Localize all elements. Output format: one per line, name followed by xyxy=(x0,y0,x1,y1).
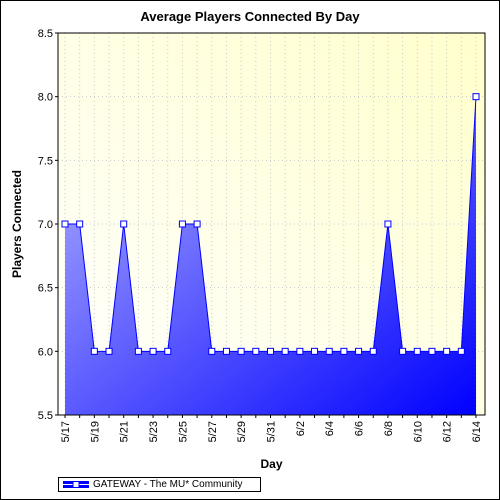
data-point xyxy=(134,347,142,355)
legend-swatch-marker xyxy=(72,481,80,488)
x-tick-label: 5/21 xyxy=(119,421,131,442)
y-tick-label: 6.5 xyxy=(38,283,53,295)
y-tick-label: 6.0 xyxy=(38,346,53,358)
data-point xyxy=(384,220,392,228)
data-point xyxy=(76,220,84,228)
data-point xyxy=(340,347,348,355)
y-tick-label: 5.5 xyxy=(38,410,53,422)
data-point xyxy=(208,347,216,355)
data-point xyxy=(90,347,98,355)
data-point xyxy=(222,347,230,355)
data-point xyxy=(355,347,363,355)
x-tick-label: 6/12 xyxy=(442,421,454,442)
legend-label: GATEWAY - The MU* Community xyxy=(93,479,243,490)
data-point xyxy=(472,93,480,101)
y-tick-label: 8.0 xyxy=(38,92,53,104)
x-tick-label: 5/31 xyxy=(266,421,278,442)
x-tick-label: 6/10 xyxy=(412,421,424,442)
data-point xyxy=(120,220,128,228)
data-point xyxy=(281,347,289,355)
data-point xyxy=(325,347,333,355)
data-point xyxy=(252,347,260,355)
data-point xyxy=(296,347,304,355)
data-point xyxy=(193,220,201,228)
data-point xyxy=(311,347,319,355)
y-tick-label: 8.5 xyxy=(38,28,53,40)
x-tick-label: 5/25 xyxy=(177,421,189,442)
y-tick-label: 7.5 xyxy=(38,155,53,167)
x-tick-label: 6/2 xyxy=(295,421,307,436)
data-point xyxy=(149,347,157,355)
data-point xyxy=(267,347,274,355)
data-point xyxy=(369,347,377,355)
x-axis-label: Day xyxy=(260,457,283,471)
y-tick-label: 7.0 xyxy=(38,219,53,231)
data-point xyxy=(413,347,421,355)
data-point xyxy=(178,220,186,228)
x-tick-label: 6/4 xyxy=(324,421,336,436)
chart-title: Average Players Connected By Day xyxy=(140,9,360,24)
data-point xyxy=(443,347,451,355)
data-point xyxy=(428,347,436,355)
x-tick-label: 5/23 xyxy=(148,421,160,442)
data-point xyxy=(237,347,245,355)
x-tick-label: 5/27 xyxy=(207,421,219,442)
x-tick-label: 5/17 xyxy=(60,421,72,442)
data-point xyxy=(399,347,407,355)
legend: GATEWAY - The MU* Community xyxy=(58,477,261,492)
data-point xyxy=(457,347,465,355)
x-tick-label: 5/29 xyxy=(236,421,248,442)
data-point xyxy=(61,220,69,228)
x-tick-label: 6/8 xyxy=(383,421,395,436)
data-point xyxy=(164,347,172,355)
x-tick-label: 6/6 xyxy=(354,421,366,436)
x-tick-label: 6/14 xyxy=(471,421,483,442)
data-point xyxy=(105,347,113,355)
legend-swatch xyxy=(63,481,89,488)
x-tick-label: 5/19 xyxy=(89,421,101,442)
